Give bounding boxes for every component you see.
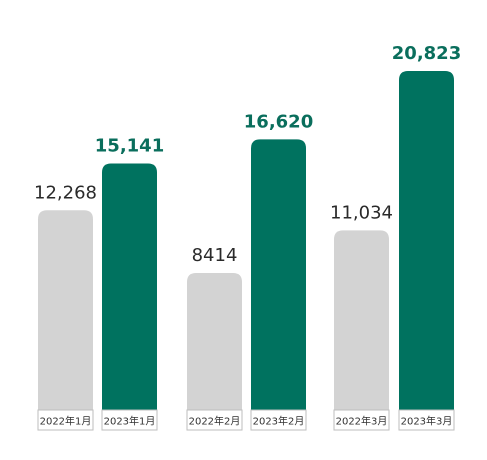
value-label-3: 16,620	[244, 111, 313, 132]
bar-5	[399, 71, 454, 410]
value-label-2: 8414	[192, 245, 238, 266]
tick-label-1: 2023年1月	[104, 415, 156, 428]
tick-box-2	[186, 409, 243, 431]
tick-box-0	[37, 409, 94, 431]
bar-2	[187, 273, 242, 410]
tick-label-4: 2022年3月	[336, 415, 388, 428]
value-label-1: 15,141	[95, 136, 164, 157]
value-label-0: 12,268	[34, 182, 97, 203]
bar-3	[251, 139, 306, 410]
tick-box-5	[398, 409, 455, 431]
tick-box-3	[250, 409, 307, 431]
bar-4	[334, 230, 389, 410]
tick-box-4	[333, 409, 390, 431]
tick-label-0: 2022年1月	[40, 415, 92, 428]
tick-box-1	[101, 409, 158, 431]
value-label-5: 20,823	[392, 43, 461, 64]
tick-label-5: 2023年3月	[401, 415, 453, 428]
value-label-4: 11,034	[330, 202, 393, 223]
tick-label-2: 2022年2月	[189, 415, 241, 428]
tick-label-3: 2023年2月	[253, 415, 305, 428]
bar-1	[102, 163, 157, 410]
bar-0	[38, 210, 93, 410]
